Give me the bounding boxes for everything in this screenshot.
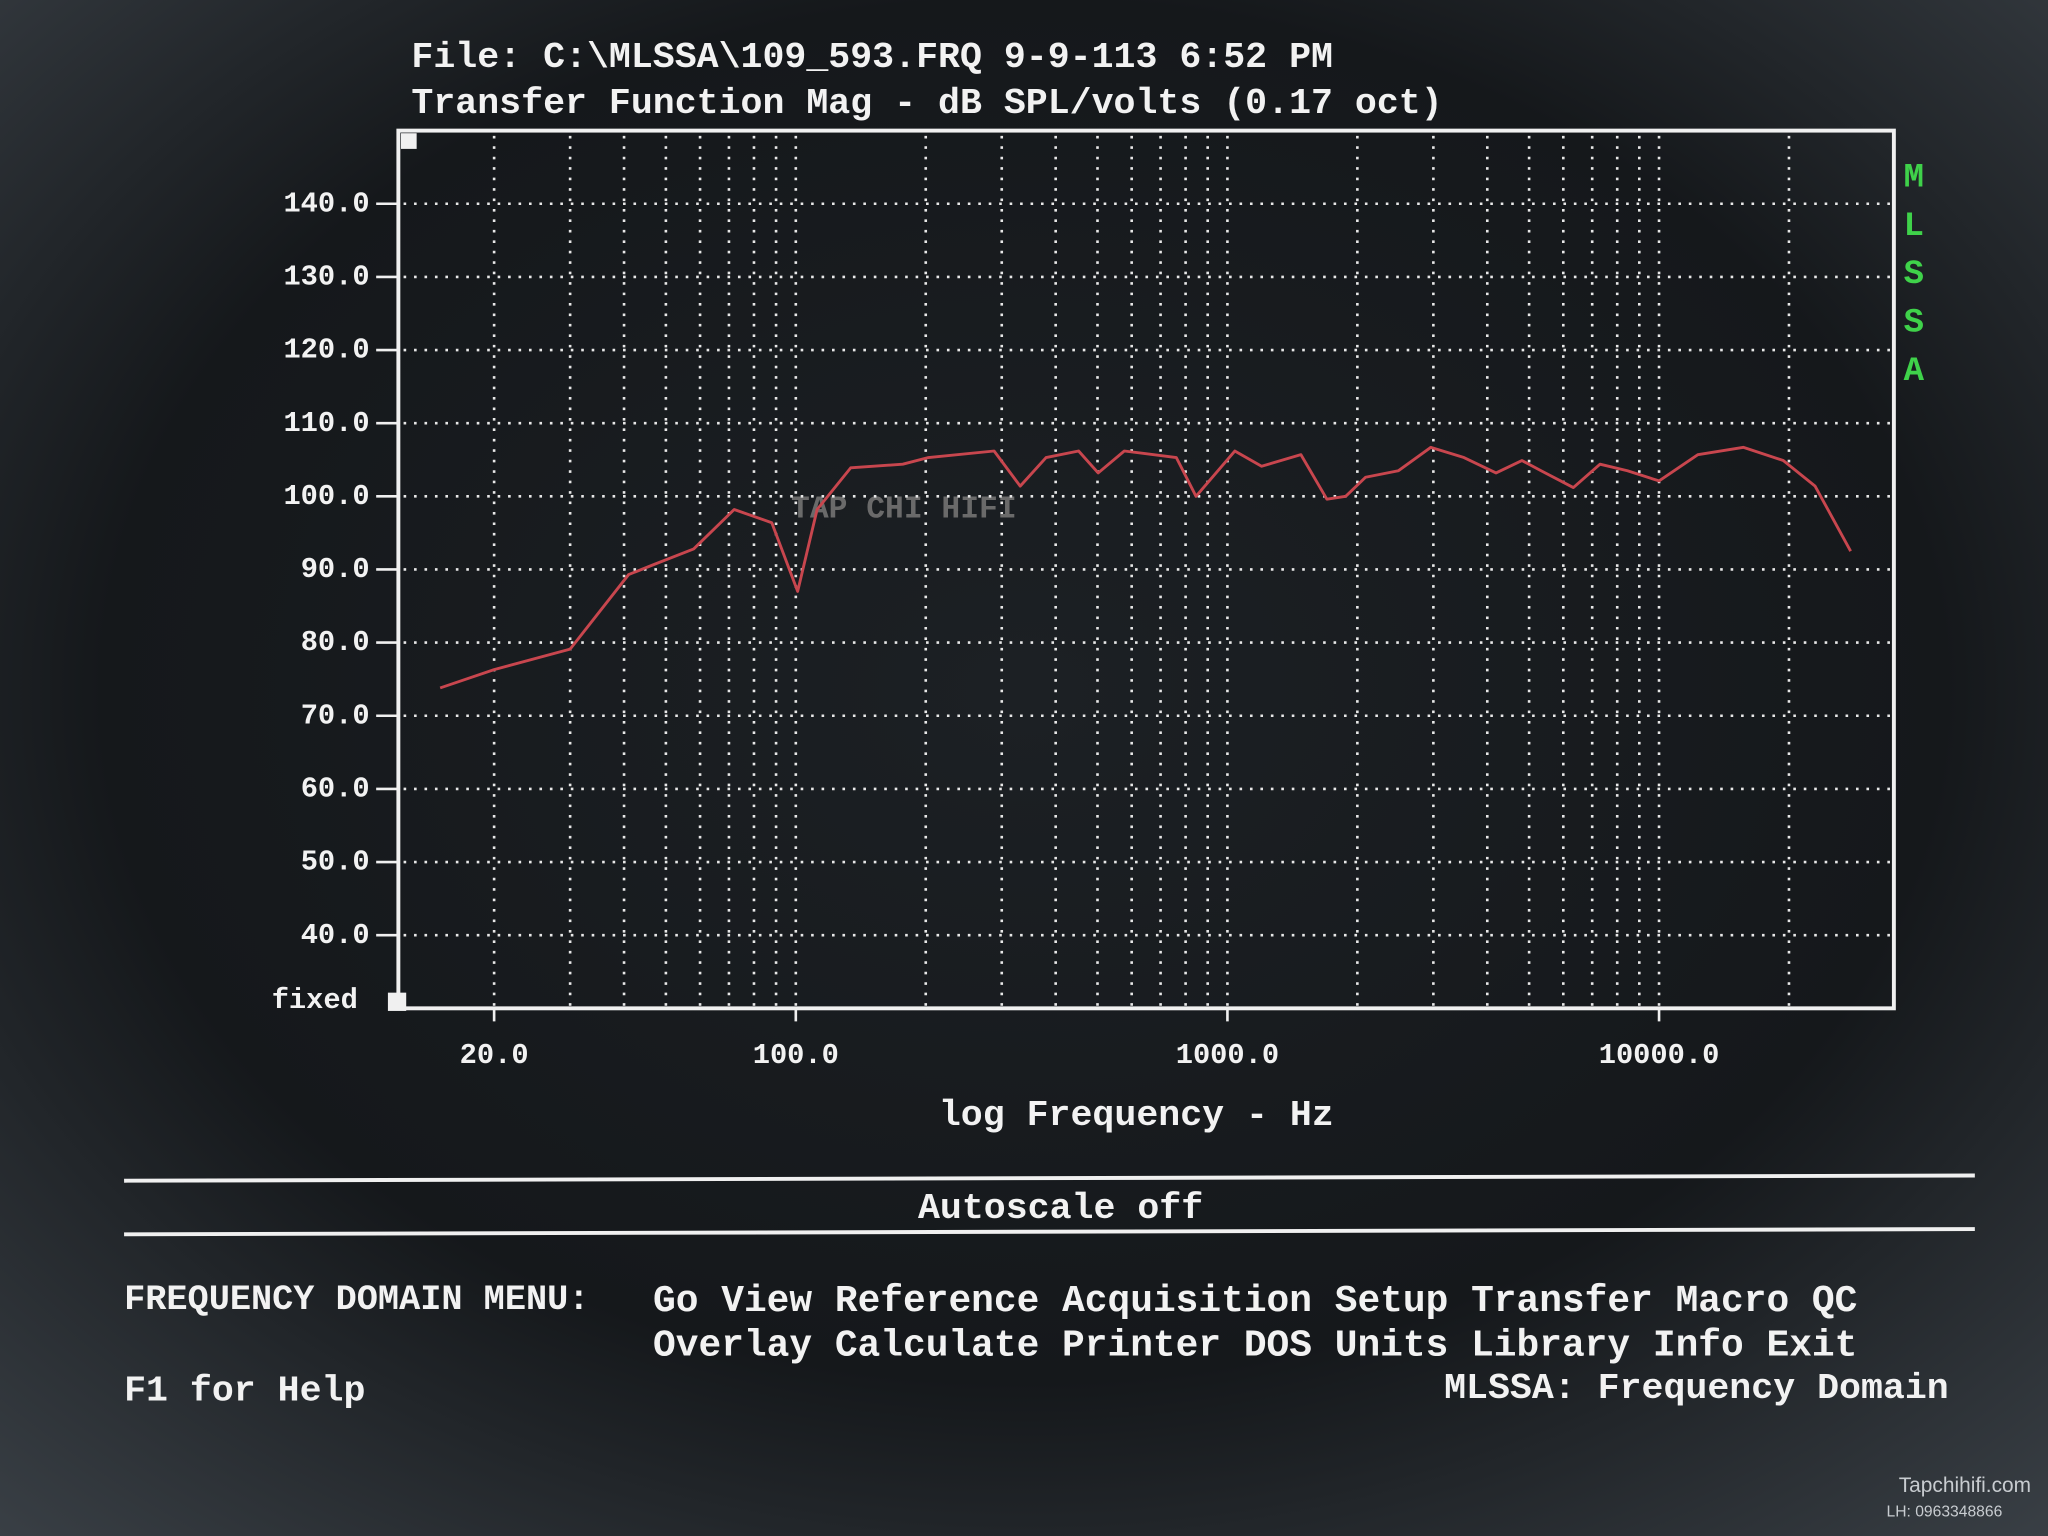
menu-item[interactable]: Calculate — [835, 1324, 1039, 1367]
y-tick-label: 120.0 — [283, 334, 369, 367]
menu-item[interactable]: Reference — [835, 1280, 1039, 1323]
scale-mode: fixed — [272, 984, 358, 1017]
y-tick-label: 110.0 — [283, 407, 369, 440]
y-tick-label: 40.0 — [301, 919, 370, 952]
menu-row: Go View Reference Acquisition Setup Tran… — [653, 1280, 1857, 1323]
response-line — [439, 445, 1852, 690]
menu-label: FREQUENCY DOMAIN MENU: — [124, 1280, 589, 1320]
credit-phone: LH: 0963348866 — [1886, 1504, 2002, 1521]
menu-item[interactable]: Acquisition — [1062, 1280, 1312, 1323]
menu-item[interactable]: Printer — [1062, 1324, 1221, 1367]
side-logo: MLSSA — [1895, 159, 1933, 401]
menu-item[interactable]: Go — [653, 1280, 698, 1323]
menu-item[interactable]: QC — [1812, 1280, 1857, 1323]
menu-item[interactable]: Library — [1471, 1324, 1630, 1367]
divider — [124, 1227, 1975, 1237]
menu-item[interactable]: View — [721, 1280, 812, 1323]
y-tick-label: 70.0 — [301, 699, 370, 732]
x-tick-label: 1000.0 — [1176, 1039, 1279, 1072]
divider — [124, 1173, 1975, 1183]
corner-marker — [400, 133, 417, 149]
credit-site: Tapchihifi.com — [1899, 1474, 2031, 1497]
subtitle: Transfer Function Mag - dB SPL/volts (0.… — [411, 83, 1442, 124]
x-tick-label: 100.0 — [753, 1039, 839, 1072]
file-title: File: C:\MLSSA\109_593.FRQ 9-9-113 6:52 … — [411, 37, 1333, 78]
menu-item[interactable]: DOS — [1244, 1324, 1312, 1367]
status-bar: Autoscale off — [918, 1188, 1203, 1229]
menu-item[interactable]: Setup — [1335, 1280, 1449, 1323]
menu-item[interactable]: Transfer — [1471, 1280, 1653, 1323]
y-tick-label: 50.0 — [301, 846, 370, 879]
y-tick-label: 60.0 — [301, 772, 370, 805]
y-tick-label: 80.0 — [301, 626, 370, 659]
y-tick-label: 90.0 — [301, 553, 370, 586]
mode-label: MLSSA: Frequency Domain — [1444, 1368, 1949, 1409]
y-tick-label: 140.0 — [283, 187, 369, 220]
y-tick-label: 100.0 — [283, 480, 369, 513]
menu-item[interactable]: Overlay — [653, 1324, 812, 1367]
menu-item[interactable]: Units — [1335, 1324, 1449, 1367]
watermark: TAP CHI HIFI — [791, 493, 1017, 528]
menu-row: Overlay Calculate Printer DOS Units Libr… — [653, 1324, 1857, 1367]
menu-item[interactable]: Macro — [1676, 1280, 1790, 1323]
menu-item[interactable]: Exit — [1766, 1324, 1857, 1367]
help-hint: F1 for Help — [124, 1371, 365, 1412]
y-tick-label: 130.0 — [283, 260, 369, 293]
x-tick-label: 20.0 — [460, 1039, 529, 1072]
x-tick-label: 10000.0 — [1599, 1039, 1720, 1072]
menu-item[interactable]: Info — [1653, 1324, 1744, 1367]
x-axis-label: log Frequency - Hz — [939, 1095, 1334, 1136]
corner-marker — [387, 992, 407, 1011]
